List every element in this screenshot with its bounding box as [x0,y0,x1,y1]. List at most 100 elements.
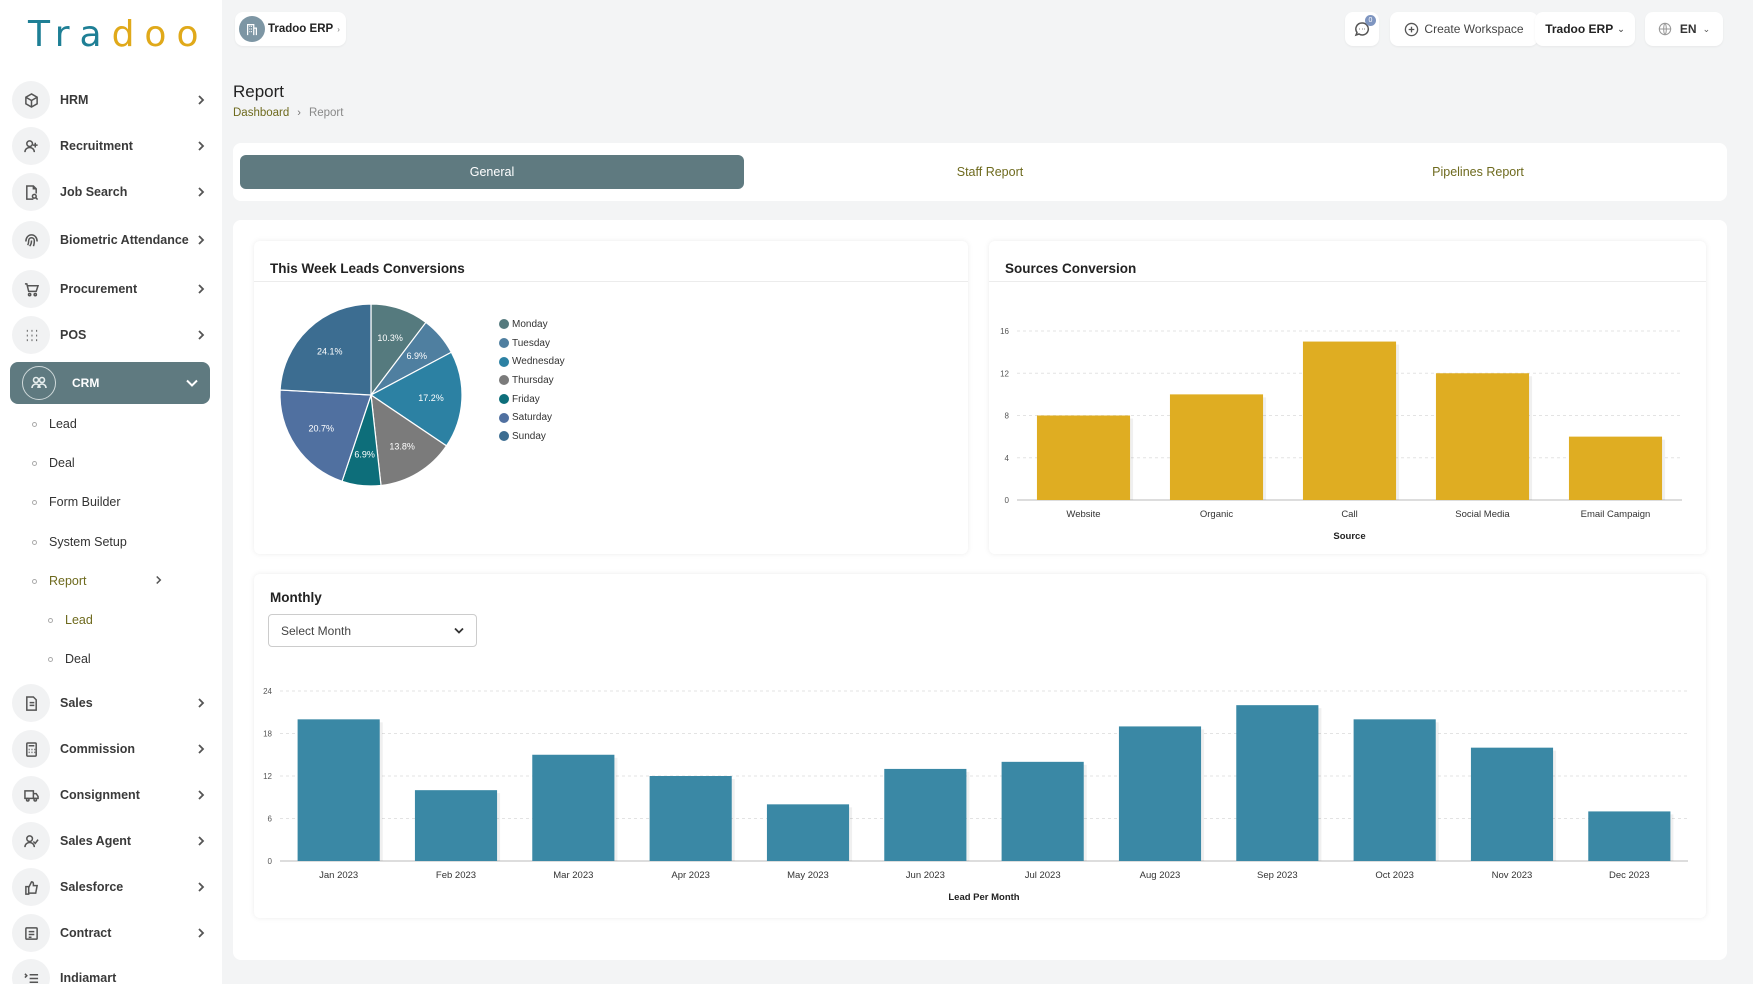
sidebar-item-pos[interactable]: POS [12,315,208,355]
grid-icon [12,316,50,354]
plus-circle-icon [1404,22,1419,37]
chevron-right-icon [194,330,208,340]
crm-sub-label: Form Builder [49,495,121,509]
crm-sub-label: Lead [49,417,77,431]
chevron-down-icon: ⌄ [1702,23,1711,34]
sidebar-item-label: CRM [72,376,100,390]
chevron-right-icon [194,928,208,938]
sidebar-item-sales[interactable]: Sales [12,683,208,723]
crm-sub-label: System Setup [49,535,127,549]
file-icon [12,684,50,722]
sidebar-item-procurement[interactable]: Procurement [12,269,208,309]
crm-sub-report[interactable]: Report [32,571,162,591]
sidebar-item-consignment[interactable]: Consignment [12,775,208,815]
legend-item[interactable]: Wednesday [499,352,565,371]
language-selector[interactable]: EN ⌄ [1645,12,1723,46]
pie-slice-label: 10.3% [377,333,403,343]
sidebar-item-job-search[interactable]: Job Search [12,172,208,212]
legend-item[interactable]: Monday [499,315,565,334]
bar [884,768,967,861]
select-month-label: Select Month [281,623,352,638]
crm-sub-form-builder[interactable]: Form Builder [32,492,121,512]
truck-icon [12,776,50,814]
chevron-right-icon [194,187,208,197]
user-check-icon [12,822,50,860]
legend-item[interactable]: Friday [499,390,565,409]
tab-pipelines-report[interactable]: Pipelines Report [1236,155,1720,189]
report-sub-lead[interactable]: Lead [48,610,93,630]
sidebar-item-indiamart[interactable]: Indiamart [12,958,208,984]
pie-slice-label: 20.7% [309,424,335,434]
pie-slice [279,389,372,483]
x-axis-label: Lead Per Month [948,892,1019,903]
bar [1435,373,1530,500]
chevron-down-icon: ⌄ [1617,23,1625,34]
crm-sub-label: Report [49,574,87,588]
tab-staff-report[interactable]: Staff Report [748,155,1232,189]
chat-button[interactable]: 0 [1345,12,1379,46]
bullet-icon [48,617,53,623]
legend-item[interactable]: Thursday [499,371,565,390]
sidebar-item-commission[interactable]: Commission [12,729,208,769]
create-workspace-label: Create Workspace [1424,22,1524,36]
x-tick-label: Dec 2023 [1609,870,1650,881]
legend-swatch [499,375,509,386]
fingerprint-icon [12,221,50,259]
x-tick-label: Oct 2023 [1375,870,1414,881]
calculator-icon [12,730,50,768]
sidebar-item-sales-agent[interactable]: Sales Agent [12,821,208,861]
legend-swatch [499,319,509,330]
legend-label: Wednesday [512,356,565,368]
crm-sub-system-setup[interactable]: System Setup [32,532,127,552]
y-tick-label: 18 [263,730,272,739]
panel-title: Sources Conversion [1005,261,1137,276]
pie-slice [369,351,463,447]
tab-label: Staff Report [956,165,1024,179]
pie-slice [370,393,448,487]
report-sub-deal[interactable]: Deal [48,649,91,669]
chevron-right-icon [194,284,208,294]
report-content: This Week Leads Conversions 10.3% 6.9% 17.… [233,220,1727,960]
bar [1302,341,1397,500]
chevron-right-icon: › [297,107,301,119]
sidebar-item-contract[interactable]: Contract [12,913,208,953]
breadcrumb-home[interactable]: Dashboard [233,107,290,119]
legend-swatch [499,356,509,367]
sidebar-item-salesforce[interactable]: Salesforce [12,867,208,907]
x-tick-label: Nov 2023 [1492,870,1533,881]
sidebar-item-crm[interactable]: CRM [10,362,210,404]
sidebar-item-label: Job Search [60,184,128,199]
bar [649,776,732,861]
sidebar-item-hrm[interactable]: HRM [12,80,208,120]
sidebar-item-biometric-attendance[interactable]: Biometric Attendance [12,220,208,260]
crm-sub-lead[interactable]: Lead [32,414,77,434]
tab-label: Pipelines Report [1432,165,1524,179]
tab-general[interactable]: General [240,155,744,189]
bullet-icon [48,656,53,662]
user-menu[interactable]: Tradoo ERP ⌄ [1535,12,1635,46]
crm-icon [22,366,56,400]
crm-sub-deal[interactable]: Deal [32,453,75,473]
select-month-dropdown[interactable]: Select Month [268,614,477,647]
panel-title: This Week Leads Conversions [270,261,465,276]
legend-item[interactable]: Saturday [499,408,565,427]
tab-label: General [469,165,515,179]
create-workspace-button[interactable]: Create Workspace [1390,12,1538,46]
notification-badge: 0 [1365,15,1376,26]
bar [1169,394,1264,500]
legend-swatch [499,394,509,405]
bullet-icon [32,499,37,505]
workspace-selector[interactable]: Tradoo ERP › [235,12,346,46]
legend-label: Tuesday [512,337,550,349]
tradoo-logo[interactable]: Tradoo [28,14,208,55]
bullet-icon [32,460,37,466]
x-axis-label: Source [1333,531,1365,542]
legend-item[interactable]: Sunday [499,427,565,446]
page-title: Report [233,82,285,101]
bar [532,754,615,861]
legend-item[interactable]: Tuesday [499,334,565,353]
sidebar-item-recruitment[interactable]: Recruitment [12,126,208,166]
legend-swatch [499,431,509,442]
y-tick-label: 12 [263,772,272,781]
bar [1036,415,1131,500]
